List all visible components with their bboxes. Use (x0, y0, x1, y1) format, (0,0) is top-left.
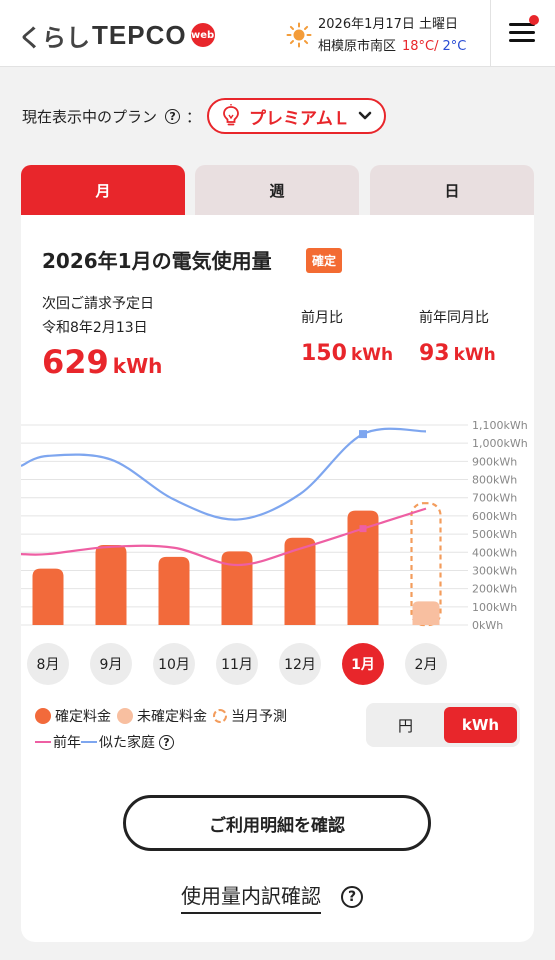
legend-forecast-swatch (213, 709, 227, 723)
y-tick-label: 0kWh (472, 619, 503, 632)
sun-icon (286, 22, 312, 48)
period-tabs: 月 週 日 (21, 165, 534, 215)
month-button[interactable]: 9月 (90, 643, 132, 685)
usage-breakdown-row: 使用量内訳確認 ? (181, 879, 363, 915)
month-button[interactable]: 8月 (27, 643, 69, 685)
month-over-month: 前月比 150 kWh (301, 307, 393, 366)
bar-confirmed (158, 556, 190, 625)
month-button[interactable]: 2月 (405, 643, 447, 685)
y-tick-label: 600kWh (472, 510, 517, 523)
hamburger-menu-icon (509, 23, 535, 26)
yoy-value: 93 (419, 341, 450, 366)
legend-last-year-swatch (35, 741, 51, 743)
plan-selector[interactable]: プレミアムＬ (207, 98, 386, 134)
legend-last-year: 前年 (53, 735, 81, 751)
usage-title: 2026年1月の電気使用量 (42, 249, 272, 273)
unit-yen-button[interactable]: 円 (397, 716, 413, 735)
plan-label: 現在表示中のプラン (22, 107, 158, 126)
chart-legend: 確定料金 未確定料金 当月予測 前年 似た家庭 ? (35, 705, 365, 753)
y-tick-label: 1,000kWh (472, 437, 528, 450)
usage-unit: kWh (112, 354, 163, 378)
notification-dot (529, 15, 539, 25)
plan-selected-value: プレミアムＬ (249, 108, 350, 129)
y-tick-label: 1,100kWh (472, 419, 528, 432)
legend-unconfirmed-swatch (117, 708, 133, 724)
bar-unconfirmed (412, 601, 440, 625)
month-selector: 8月 9月 10月 11月 12月 1月 2月 (21, 643, 534, 687)
bar-confirmed (32, 568, 64, 625)
hamburger-bar (509, 31, 535, 34)
unit-kwh-button[interactable]: kWh (444, 707, 517, 743)
lightbulb-icon (223, 104, 239, 126)
y-tick-label: 100kWh (472, 601, 517, 614)
bar-forecast (410, 502, 442, 627)
weather-area: 相模原市南区 (318, 39, 397, 54)
usage-value: 629 (42, 343, 109, 381)
yoy-unit: kWh (453, 345, 496, 365)
help-icon[interactable]: ? (341, 886, 363, 908)
help-icon[interactable]: ? (165, 108, 181, 124)
y-tick-label: 700kWh (472, 492, 517, 505)
billing-date: 令和8年2月13日 (42, 320, 148, 336)
y-tick-label: 800kWh (472, 474, 517, 487)
billing-label: 次回ご請求予定日 (42, 296, 154, 312)
tab-day[interactable]: 日 (370, 165, 534, 215)
logo-brand-text: TEPCO (92, 19, 187, 50)
hamburger-menu-button[interactable] (505, 15, 539, 48)
usage-breakdown-link[interactable]: 使用量内訳確認 (181, 880, 321, 914)
billing-info: 次回ご請求予定日 令和8年2月13日 (42, 292, 154, 340)
y-tick-label: 400kWh (472, 546, 517, 559)
weather-widget: 2026年1月17日 土曜日 相模原市南区 18°C/2°C (286, 10, 486, 56)
marker-similar (359, 430, 367, 439)
bar-confirmed (221, 551, 253, 625)
tab-month[interactable]: 月 (21, 165, 185, 215)
usage-card: 2026年1月の電気使用量 確定 次回ご請求予定日 令和8年2月13日 629 k… (21, 215, 534, 942)
month-button[interactable]: 1月 (342, 643, 384, 685)
current-plan-row: 現在表示中のプラン ? ： プレミアムＬ (22, 96, 386, 136)
y-tick-label: 300kWh (472, 564, 517, 577)
month-button[interactable]: 11月 (216, 643, 258, 685)
line-similar (21, 427, 427, 521)
app-header: くらし TEPCO web 2026年1月17日 土曜日 相模原市南区 18°C/… (0, 0, 555, 67)
legend-confirmed: 確定料金 (55, 709, 111, 725)
header-divider (490, 0, 491, 66)
chevron-down-icon (358, 111, 372, 120)
mom-label: 前月比 (301, 310, 343, 326)
mom-value: 150 (301, 341, 347, 366)
temp-high: 18°C/ (402, 39, 439, 54)
marker-last-year (359, 525, 367, 533)
y-tick-label: 500kWh (472, 528, 517, 541)
legend-confirmed-swatch (35, 708, 51, 724)
weather-date: 2026年1月17日 土曜日 (318, 17, 459, 32)
bar-confirmed (284, 537, 316, 625)
logo-kurashi-text: くらし (18, 23, 90, 52)
temp-low: 2°C (442, 39, 467, 54)
mom-unit: kWh (350, 345, 394, 365)
month-button[interactable]: 10月 (153, 643, 195, 685)
bar-confirmed (347, 510, 379, 625)
kurashi-tepco-logo[interactable]: くらし TEPCO web (18, 19, 215, 52)
usage-chart: 0kWh 100kWh 200kWh 300kWh 400kWh 500kWh 600kWh… (21, 419, 528, 632)
usage-total: 629 kWh (42, 343, 162, 381)
hamburger-bar (509, 39, 535, 42)
legend-similar-swatch (81, 741, 97, 743)
unit-toggle: 円 kWh (366, 703, 520, 747)
y-tick-label: 900kWh (472, 455, 517, 468)
year-over-year: 前年同月比 93 kWh (419, 307, 496, 366)
plan-colon: ： (186, 107, 202, 126)
tab-week[interactable]: 週 (195, 165, 359, 215)
y-tick-label: 200kWh (472, 583, 517, 596)
month-button[interactable]: 12月 (279, 643, 321, 685)
view-statement-button[interactable]: ご利用明細を確認 (123, 795, 431, 851)
help-icon[interactable]: ? (159, 734, 174, 750)
logo-web-badge: web (190, 23, 215, 47)
status-badge: 確定 (306, 248, 343, 273)
yoy-label: 前年同月比 (419, 310, 489, 326)
weather-area-temps: 相模原市南区 18°C/2°C (318, 35, 466, 54)
legend-forecast: 当月予測 (231, 709, 287, 725)
legend-similar: 似た家庭 (99, 735, 155, 751)
legend-unconfirmed: 未確定料金 (137, 709, 207, 725)
bar-confirmed (95, 545, 127, 625)
